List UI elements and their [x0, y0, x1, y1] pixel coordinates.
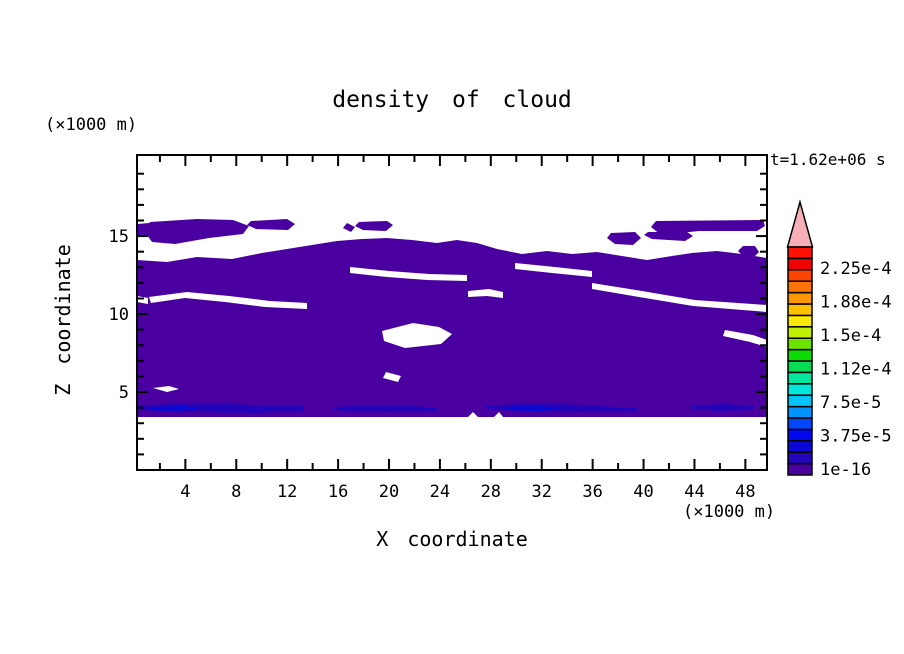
cloud-top-blob: [355, 221, 393, 231]
colorbar-cell: [787, 405, 813, 419]
x-tick-label: 40: [633, 482, 653, 502]
ticks-layer: [138, 156, 766, 469]
x-tick-label: 8: [231, 482, 241, 502]
cloud-top-blob: [145, 219, 249, 244]
chart-title: density of cloud: [332, 87, 572, 113]
cloud-core-smudge: [503, 406, 561, 411]
colorbar-cell: [787, 371, 813, 385]
colorbar-label: 7.5e-5: [820, 393, 881, 413]
x-tick-label: 32: [531, 482, 551, 502]
y-tick-label: 10: [109, 305, 129, 325]
colorbar-cell: [787, 280, 813, 294]
x-tick-label: 24: [430, 482, 450, 502]
cloud-core-smudge: [151, 406, 199, 411]
x-tick-label: 44: [684, 482, 704, 502]
cloud-top-blob: [644, 232, 693, 241]
cloud-layer: [137, 219, 767, 417]
cloud-top-blob: [520, 271, 529, 280]
cloud-dense-smudge: [333, 405, 438, 412]
colorbar: 1e-16 3.75e-5 7.5e-5 1.12e-4 1.5e-4 1.88e-4 2.…: [786, 199, 892, 480]
colorbar-cell: [787, 326, 813, 339]
y-axis-label: Z coordinate: [51, 244, 75, 396]
colorbar-label: 3.75e-5: [820, 427, 892, 447]
colorbar-cell: [787, 440, 813, 453]
cloud-top-blob: [343, 223, 355, 232]
x-tick-label: 16: [328, 482, 348, 502]
colorbar-cell: [787, 417, 813, 431]
cloud-top-blob: [165, 265, 175, 274]
colorbar-cell: [787, 451, 813, 465]
colorbar-cell: [787, 303, 813, 317]
cloud-top-blob: [738, 246, 759, 258]
colorbar-cell: [787, 360, 813, 374]
colorbar-label: 1.88e-4: [820, 293, 892, 313]
colorbar-cell: [787, 246, 813, 260]
x-tick-label: 20: [379, 482, 399, 502]
colorbar-label: 1.5e-4: [820, 326, 881, 346]
cloud-dense-smudge: [690, 404, 753, 411]
y-tick-label: 5: [119, 383, 129, 403]
colorbar-cell: [787, 348, 813, 362]
colorbar-cell: [787, 314, 813, 328]
x-tick-label: 48: [735, 482, 755, 502]
colorbar-label: 1e-16: [820, 460, 871, 480]
y-tick-label: 15: [109, 227, 129, 247]
colorbar-arrow: [786, 199, 814, 248]
colorbar-label: 2.25e-4: [820, 259, 892, 279]
colorbar-cell: [787, 291, 813, 305]
colorbar-cell: [787, 428, 813, 442]
colorbar-cell: [787, 337, 813, 351]
colorbar-cell: [787, 269, 813, 282]
x-tick-label: 36: [582, 482, 602, 502]
timestamp-label: t=1.62e+06 s: [770, 150, 886, 169]
x-tick-label: 12: [277, 482, 297, 502]
x-unit-label: (×1000 m): [683, 502, 776, 522]
x-tick-label: 4: [180, 482, 190, 502]
colorbar-cell: [787, 394, 813, 408]
colorbar-label: 1.12e-4: [820, 360, 892, 380]
plot-frame: [136, 154, 768, 471]
cloud-main-body: [137, 238, 767, 417]
colorbar-cell: [787, 257, 813, 271]
colorbar-cell: [787, 462, 813, 476]
cloud-top-blob: [651, 220, 765, 235]
colorbar-cell: [787, 383, 813, 396]
cloud-top-blob: [607, 232, 641, 245]
x-axis-label: X coordinate: [376, 527, 528, 551]
x-tick-label: 28: [481, 482, 501, 502]
cloud-top-blob: [247, 219, 295, 230]
y-unit-label: (×1000 m): [45, 115, 138, 135]
